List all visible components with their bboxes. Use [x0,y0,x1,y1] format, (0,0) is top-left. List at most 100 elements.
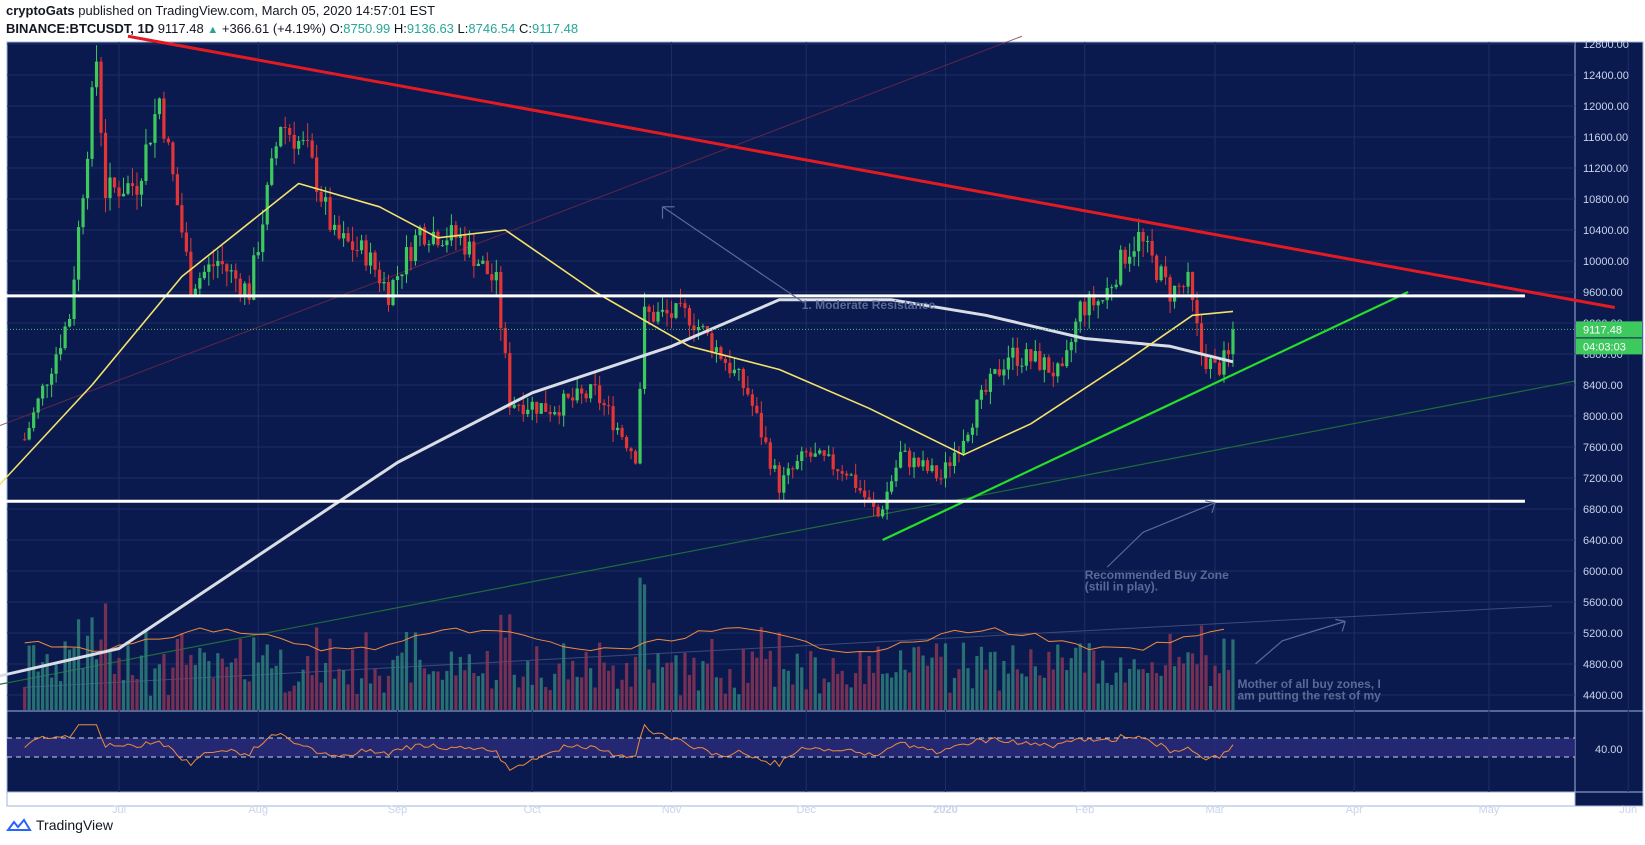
volume-bar [225,666,229,710]
volume-bar [216,653,220,710]
candle-body [382,281,386,284]
candle-body [157,98,162,115]
candle-body [934,465,939,479]
candle-body [732,369,736,374]
price-axis-background [1575,42,1643,806]
volume-bar [660,667,665,710]
volume-bar [1024,676,1028,710]
candle-body [377,269,382,284]
volume-bar [642,584,647,710]
candle-body [494,271,498,281]
volume-bar [674,655,678,710]
candle-body [598,385,602,404]
candle-body [373,252,377,270]
candle-body [288,128,292,135]
candle-body [184,232,188,252]
volume-bar [638,577,642,710]
candle-body [1105,287,1109,301]
candle-body [584,393,588,399]
candle-body [602,403,606,406]
volume-bar [589,668,593,710]
candle-body [112,177,117,188]
volume-bar [921,655,925,710]
candle-body [431,231,436,245]
volume-bar [934,643,939,710]
footer-brand[interactable]: TradingView [36,817,114,833]
y-tick-label: 7600.00 [1583,442,1623,454]
volume-bar [63,641,67,710]
candle-body [126,183,130,194]
volume-bar [791,684,795,710]
volume-bar [1006,673,1010,710]
volume-bar [418,659,422,710]
volume-bar [23,687,27,710]
candle-body [458,234,462,238]
volume-bar [499,614,503,710]
volume-bar [1078,643,1082,710]
volume-bar [1092,650,1096,710]
volume-bar [822,678,826,710]
volume-bar [1020,673,1024,710]
annotations: 1. Moderate Resistance Recommended Buy Zo… [802,298,1381,703]
candle-body [1204,355,1208,370]
volume-bar [867,656,871,710]
volume-bar [1132,659,1136,710]
volume-bar [943,643,948,710]
candle-body [580,388,584,394]
candle-body [867,497,871,500]
high-label: H: [393,21,407,36]
candle-body [854,474,858,488]
volume-bar [1051,669,1055,710]
volume-bar [849,687,853,710]
candle-body [526,409,530,415]
countdown-box [1576,338,1642,355]
candle-body [894,467,898,482]
volume-bar [620,679,624,710]
annotation-text: am putting the rest of my [1237,689,1381,703]
candle-body [202,271,206,279]
tradingview-logo-icon[interactable] [6,817,32,833]
candle-body [921,460,925,467]
volume-bar [521,676,525,710]
author-name[interactable]: cryptoGats [6,3,75,18]
volume-bar [553,673,557,710]
candle-body [607,405,611,407]
volume-bar [404,631,409,710]
candle-body [341,233,346,239]
candle-body [737,368,741,370]
volume-bar [476,676,480,710]
volume-bar [144,630,148,710]
candle-body [535,401,539,414]
candle-body [1042,357,1046,370]
candle-body [198,278,202,289]
candle-body [508,353,512,408]
volume-bar [265,644,269,710]
candle-body [99,61,103,133]
resistance-arrow-icon [661,206,803,302]
candle-body [54,354,58,374]
y-tick-label: 10000.00 [1583,256,1629,268]
volume-bar [85,635,90,710]
volume-bar [90,617,94,710]
y-tick-label: 8400.00 [1583,380,1623,392]
volume-bar [948,692,952,710]
volume-bar [562,643,566,710]
candle-body [319,191,323,202]
volume-bar [997,690,1001,710]
candle-body [1002,369,1006,376]
candle-body [746,388,750,395]
candle-body [108,177,112,199]
candle-body [355,249,359,251]
volume-bar [1226,669,1231,710]
publisher-line: cryptoGats published on TradingView.com,… [6,3,435,18]
volume-bar [139,655,144,710]
volume-bar [270,668,274,710]
candle-body [1078,301,1082,322]
volume-bar [485,650,489,710]
candle-body [1051,372,1055,377]
candle-body [1146,240,1150,242]
y-tick-label: 6000.00 [1583,566,1623,578]
candle-body [1213,358,1217,363]
volume-bar [665,662,669,710]
